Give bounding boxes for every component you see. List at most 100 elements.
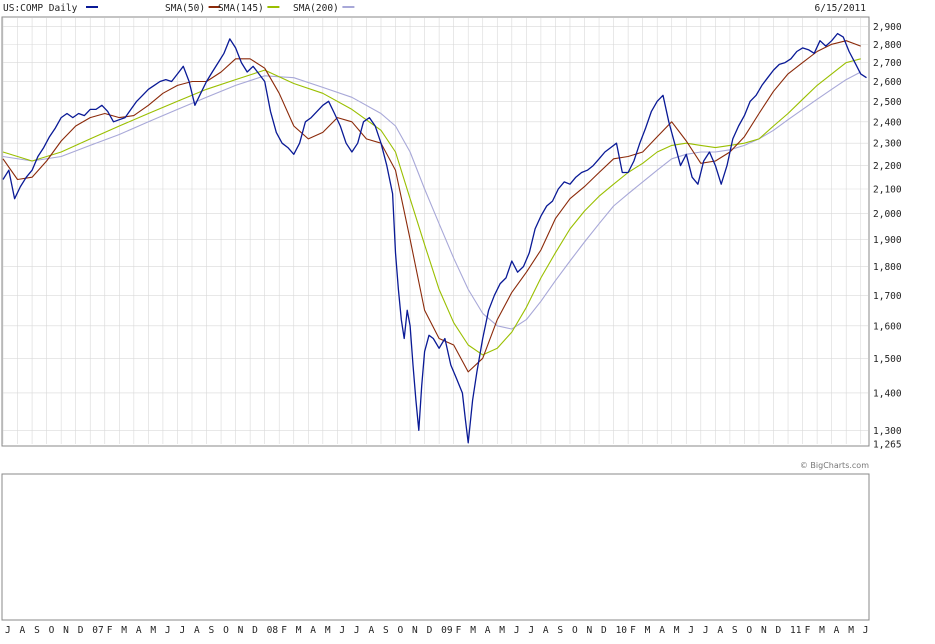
series-line-3 bbox=[2, 71, 861, 330]
x-tick-label: N bbox=[587, 625, 593, 636]
x-tick-label: J bbox=[688, 625, 694, 636]
legend-swatch bbox=[86, 6, 98, 8]
x-tick-label: F bbox=[805, 625, 811, 636]
x-tick-label: 07 bbox=[92, 625, 103, 636]
x-tick-label: A bbox=[20, 625, 26, 636]
y-tick-label: 2,100 bbox=[873, 184, 902, 195]
y-tick-label: 1,800 bbox=[873, 262, 902, 273]
y-tick-label: 2,800 bbox=[873, 40, 902, 51]
x-tick-label: M bbox=[325, 625, 331, 636]
y-tick-label: 2,500 bbox=[873, 97, 902, 108]
horizontal-gridlines bbox=[3, 26, 868, 431]
x-tick-label: J bbox=[165, 625, 171, 636]
legend-label: SMA(145) bbox=[218, 3, 264, 14]
x-tick-label: 09 bbox=[441, 625, 453, 636]
y-tick-label: 1,265 bbox=[873, 440, 902, 451]
x-tick-label: O bbox=[49, 625, 55, 636]
x-tick-label: 10 bbox=[616, 625, 628, 636]
legend: SMA(50) SMA(145) SMA(200) bbox=[86, 3, 355, 14]
y-tick-label: 2,700 bbox=[873, 58, 902, 69]
x-tick-label: A bbox=[310, 625, 316, 636]
x-tick-label: S bbox=[732, 625, 738, 636]
x-tick-label: S bbox=[34, 625, 40, 636]
y-tick-label: 1,700 bbox=[873, 291, 902, 302]
legend-swatch bbox=[342, 6, 355, 8]
x-tick-label: F bbox=[107, 625, 113, 636]
x-tick-label: A bbox=[834, 625, 840, 636]
x-tick-label: N bbox=[412, 625, 418, 636]
x-tick-label: M bbox=[499, 625, 505, 636]
x-tick-label: J bbox=[339, 625, 345, 636]
x-tick-label: J bbox=[179, 625, 185, 636]
x-tick-label: 08 bbox=[267, 625, 279, 636]
series-layer bbox=[2, 32, 867, 444]
vertical-gridlines bbox=[2, 18, 862, 619]
x-tick-label: M bbox=[296, 625, 302, 636]
y-axis-ticks: 2,900 2,800 2,700 2,600 2,500 2,400 2,300 2,200… bbox=[873, 22, 902, 450]
x-tick-label: A bbox=[485, 625, 491, 636]
x-tick-label: O bbox=[398, 625, 404, 636]
credit-text: © BigCharts.com bbox=[800, 461, 869, 470]
y-tick-label: 1,400 bbox=[873, 388, 902, 399]
x-tick-label: A bbox=[194, 625, 200, 636]
symbol-label: US:COMP Daily bbox=[3, 3, 78, 14]
x-tick-label: O bbox=[223, 625, 229, 636]
x-tick-label: F bbox=[456, 625, 462, 636]
x-tick-label: D bbox=[78, 625, 84, 636]
legend-label: SMA(50) bbox=[165, 3, 205, 14]
x-tick-label: F bbox=[630, 625, 636, 636]
x-tick-label: N bbox=[761, 625, 767, 636]
legend-label: SMA(200) bbox=[293, 3, 339, 14]
x-tick-label: M bbox=[848, 625, 854, 636]
x-tick-label: 11 bbox=[790, 625, 802, 636]
y-tick-label: 2,600 bbox=[873, 77, 902, 88]
x-axis-ticks: J A S O N D 07 F M A M J J A S O N D 08 F M A M J J A S O N D 09 F M A M J J… bbox=[5, 625, 868, 636]
legend-swatch bbox=[267, 6, 280, 8]
lower-panel bbox=[1, 473, 870, 621]
y-tick-label: 1,300 bbox=[873, 426, 902, 437]
x-tick-label: J bbox=[528, 625, 534, 636]
y-tick-label: 2,300 bbox=[873, 139, 902, 150]
x-tick-label: N bbox=[63, 625, 69, 636]
x-tick-label: M bbox=[121, 625, 127, 636]
x-tick-label: M bbox=[645, 625, 651, 636]
y-tick-label: 1,600 bbox=[873, 321, 902, 332]
x-tick-label: O bbox=[572, 625, 578, 636]
y-tick-label: 2,000 bbox=[873, 209, 902, 220]
x-tick-label: D bbox=[776, 625, 782, 636]
y-tick-label: 2,200 bbox=[873, 161, 902, 172]
x-tick-label: J bbox=[514, 625, 520, 636]
y-tick-label: 1,500 bbox=[873, 354, 902, 365]
x-tick-label: O bbox=[746, 625, 752, 636]
series-line-1 bbox=[2, 40, 861, 373]
x-tick-label: S bbox=[209, 625, 215, 636]
x-tick-label: J bbox=[703, 625, 709, 636]
x-tick-label: A bbox=[543, 625, 549, 636]
x-tick-label: D bbox=[252, 625, 258, 636]
y-tick-label: 1,900 bbox=[873, 235, 902, 246]
x-tick-label: M bbox=[674, 625, 680, 636]
date-label: 6/15/2011 bbox=[815, 3, 867, 14]
x-tick-label: D bbox=[427, 625, 433, 636]
legend-swatch bbox=[208, 6, 221, 8]
x-tick-label: A bbox=[136, 625, 142, 636]
x-tick-label: J bbox=[5, 625, 11, 636]
x-tick-label: S bbox=[557, 625, 563, 636]
x-tick-label: S bbox=[383, 625, 389, 636]
x-tick-label: J bbox=[863, 625, 869, 636]
x-tick-label: M bbox=[150, 625, 156, 636]
x-tick-label: F bbox=[281, 625, 287, 636]
y-tick-label: 2,900 bbox=[873, 22, 902, 33]
x-tick-label: M bbox=[470, 625, 476, 636]
x-tick-label: J bbox=[354, 625, 360, 636]
x-tick-label: N bbox=[238, 625, 244, 636]
x-tick-label: A bbox=[717, 625, 723, 636]
x-tick-label: A bbox=[368, 625, 374, 636]
x-tick-label: A bbox=[659, 625, 665, 636]
y-tick-label: 2,400 bbox=[873, 117, 902, 128]
series-line-0 bbox=[2, 32, 867, 444]
x-tick-label: M bbox=[819, 625, 825, 636]
x-tick-label: D bbox=[601, 625, 607, 636]
price-panel bbox=[1, 16, 870, 447]
